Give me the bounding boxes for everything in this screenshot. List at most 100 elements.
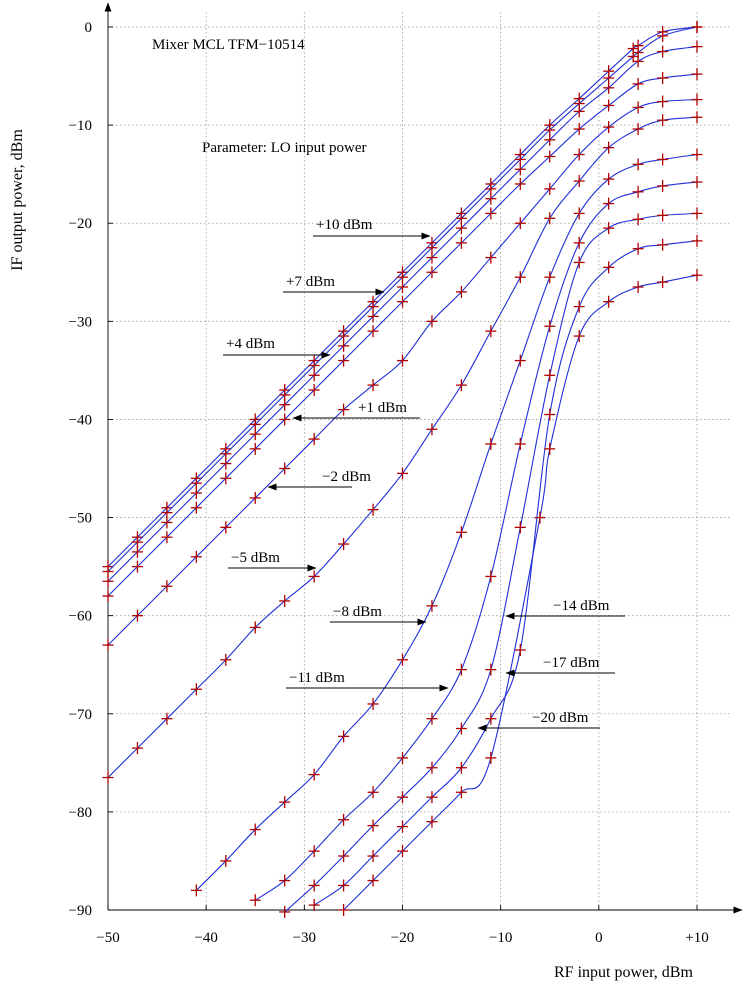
data-point — [131, 609, 143, 622]
data-point — [514, 354, 526, 367]
data-point — [455, 379, 467, 392]
data-point — [338, 339, 350, 352]
data-point — [573, 148, 585, 161]
data-point — [485, 712, 497, 725]
lo-power-callout: +4 dBm — [223, 336, 331, 359]
data-point — [657, 95, 669, 108]
data-point — [573, 300, 585, 313]
y-tick-label: −10 — [69, 118, 92, 134]
data-point — [367, 850, 379, 863]
lo-power-callout: −5 dBm — [228, 550, 317, 572]
data-point — [485, 663, 497, 676]
data-point — [367, 310, 379, 323]
data-point — [279, 796, 291, 809]
data-point — [603, 141, 615, 154]
y-axis-title: IF output power, dBm — [9, 129, 26, 271]
data-point — [308, 899, 320, 912]
data-point — [367, 697, 379, 710]
series-line — [343, 274, 698, 911]
data-point — [534, 511, 546, 524]
data-point — [603, 197, 615, 210]
data-point — [308, 369, 320, 382]
y-tick-label: −90 — [69, 903, 92, 919]
data-point — [279, 462, 291, 475]
data-point — [308, 570, 320, 583]
data-point — [573, 256, 585, 269]
data-point — [397, 791, 408, 804]
data-point — [397, 354, 408, 367]
data-point — [544, 133, 556, 146]
data-point — [603, 81, 615, 94]
data-point — [691, 40, 703, 53]
data-point — [426, 315, 438, 328]
data-point — [603, 121, 615, 134]
x-axis-title: RF input power, dBm — [554, 964, 693, 981]
data-point — [514, 163, 526, 176]
data-point — [573, 236, 585, 249]
data-point — [514, 644, 526, 657]
data-point — [455, 786, 467, 799]
x-tick-label: −30 — [293, 930, 316, 946]
data-point — [691, 207, 703, 220]
series-6 — [190, 148, 703, 897]
series-group — [102, 21, 703, 918]
x-tick-label: +10 — [685, 930, 708, 946]
data-point — [367, 503, 379, 516]
lo-power-label: −2 dBm — [322, 469, 371, 485]
lo-power-callout: +1 dBm — [292, 400, 420, 422]
data-point — [632, 55, 644, 68]
data-point — [249, 491, 261, 504]
data-point — [544, 442, 556, 455]
lo-power-label: +1 dBm — [358, 400, 407, 416]
data-point — [573, 123, 585, 136]
data-point — [161, 712, 173, 725]
data-point — [308, 879, 320, 892]
data-point — [308, 768, 320, 781]
data-point — [308, 384, 320, 397]
data-point — [485, 570, 497, 583]
data-point — [657, 179, 669, 192]
data-point — [544, 408, 556, 421]
y-tick-label: −80 — [69, 805, 92, 821]
series-line — [107, 26, 698, 567]
data-point — [691, 148, 703, 161]
lo-power-callout: −8 dBm — [330, 604, 427, 626]
series-5 — [102, 111, 703, 784]
lo-power-label: −5 dBm — [231, 550, 280, 566]
data-point — [657, 72, 669, 85]
y-tick-label: 0 — [85, 20, 93, 36]
data-point — [367, 379, 379, 392]
annotations: +10 dBm +7 dBm +4 dBm +1 dBm −2 dBm −5 dBm −8 … — [223, 217, 625, 732]
lo-power-label: −14 dBm — [553, 598, 610, 614]
data-point — [279, 594, 291, 607]
data-point — [220, 653, 232, 666]
x-tick-label: −50 — [96, 930, 119, 946]
data-point — [573, 207, 585, 220]
data-point — [161, 531, 173, 544]
data-point — [308, 433, 320, 446]
lo-power-callout: +10 dBm — [313, 217, 431, 240]
lo-power-callout: −17 dBm — [505, 655, 615, 677]
data-point — [220, 457, 232, 470]
data-point — [338, 538, 350, 551]
data-point — [426, 251, 438, 264]
data-point — [397, 280, 408, 293]
data-point — [397, 845, 408, 858]
lo-power-label: +7 dBm — [286, 274, 335, 290]
data-point — [485, 251, 497, 264]
data-point — [249, 894, 261, 907]
data-point — [190, 487, 202, 500]
data-point — [657, 153, 669, 166]
data-point — [249, 621, 261, 634]
data-point — [249, 823, 261, 836]
data-point — [632, 280, 644, 293]
lo-power-callout: −2 dBm — [267, 469, 371, 491]
data-point — [455, 236, 467, 249]
data-point — [544, 320, 556, 333]
data-point — [455, 285, 467, 298]
data-point — [131, 545, 143, 558]
data-point — [279, 398, 291, 411]
data-point — [338, 850, 350, 863]
data-point — [426, 791, 438, 804]
